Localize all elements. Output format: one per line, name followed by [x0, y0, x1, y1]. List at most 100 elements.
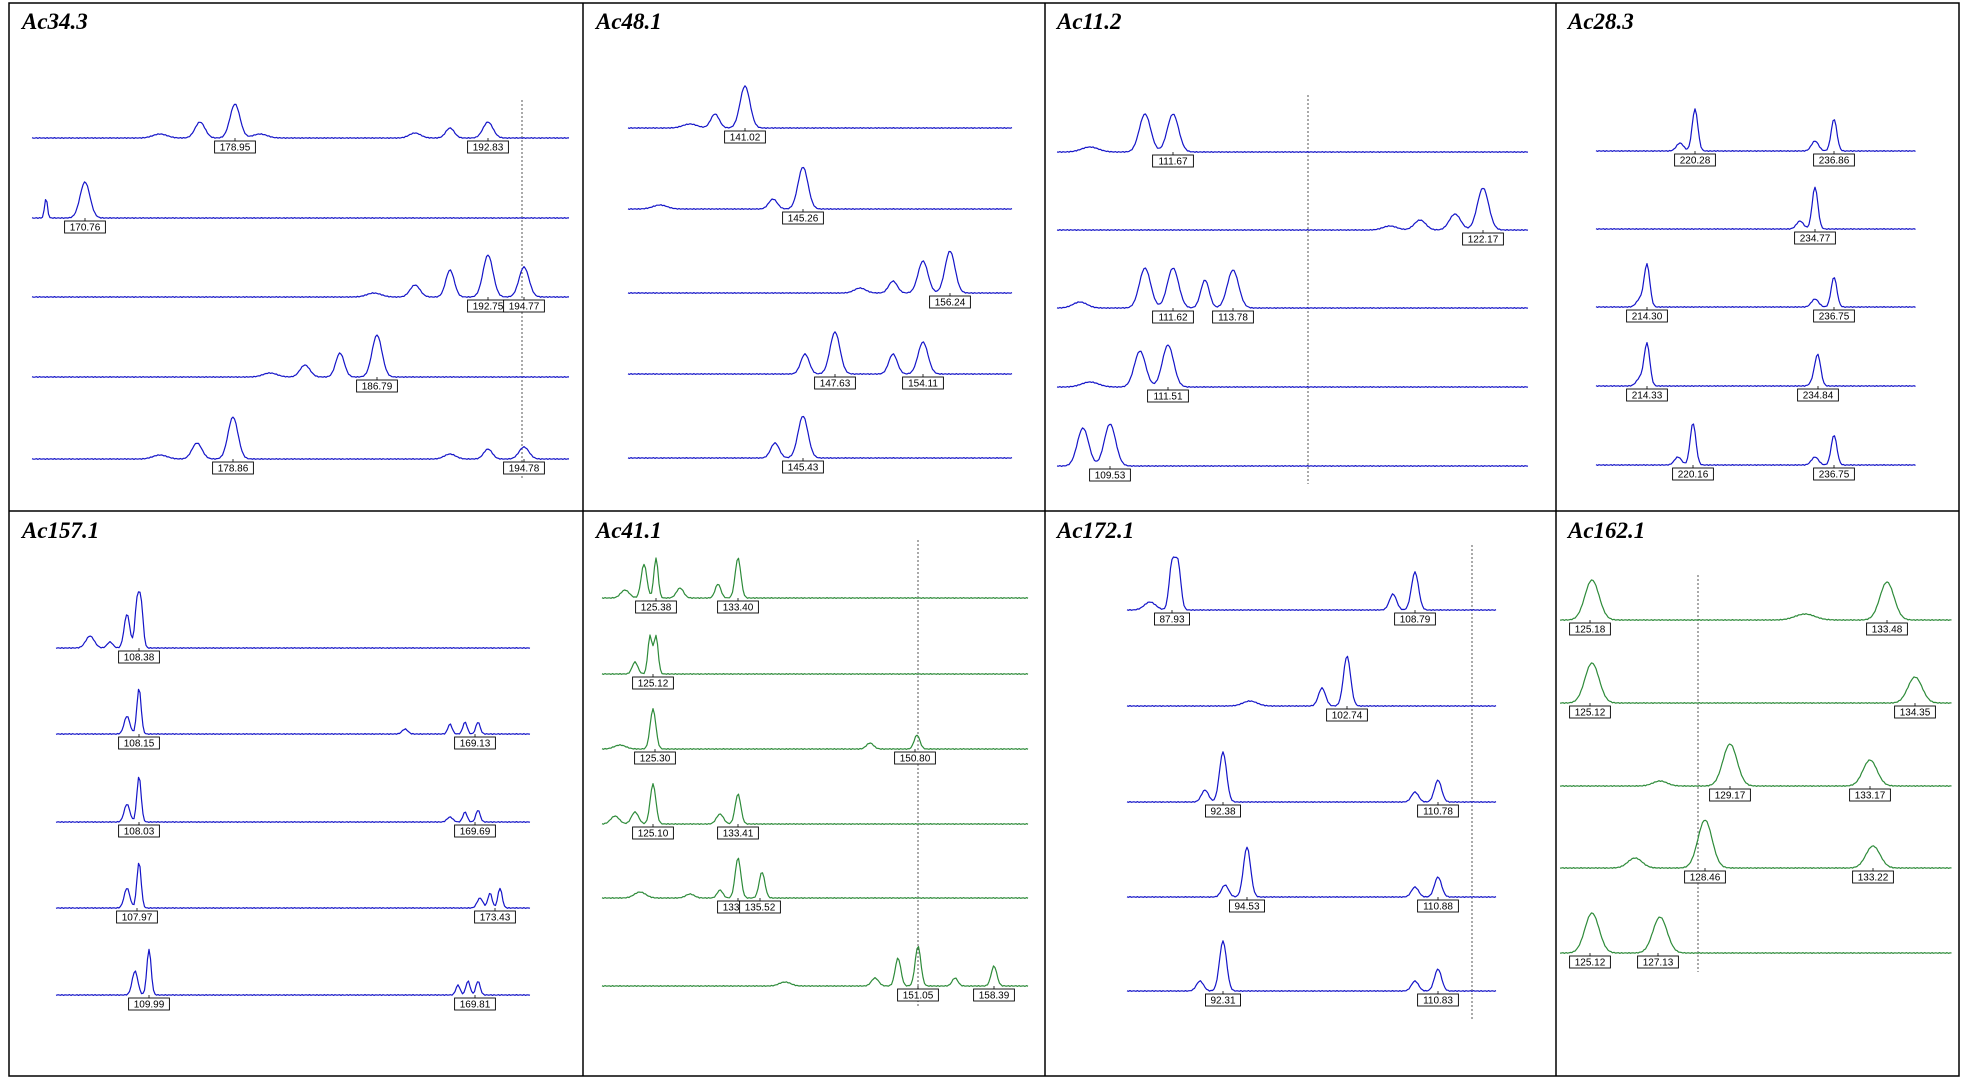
peak-label: 170.76 [70, 223, 101, 234]
peak-label: 145.43 [788, 463, 819, 474]
peak-label-box [1152, 154, 1194, 168]
trace: 94.53 110.88 [1126, 846, 1497, 913]
peak-label-box [1684, 870, 1726, 884]
peak-label: 87.93 [1159, 615, 1184, 626]
peak-label: 158.39 [979, 991, 1010, 1002]
trace-line [601, 634, 1029, 675]
trace: 108.03 169.69 [55, 776, 531, 838]
peak-label-box [632, 826, 674, 840]
peak-label: 220.16 [1678, 470, 1709, 481]
trace: 92.38 110.78 [1126, 751, 1497, 818]
trace: 141.02 [627, 85, 1013, 144]
panel-title: Ac11.2 [1055, 9, 1122, 34]
trace-line [1056, 113, 1529, 153]
trace-line [55, 948, 531, 996]
peak-label-box [814, 376, 856, 390]
panel-title: Ac157.1 [20, 518, 99, 543]
peak-label-box [212, 461, 254, 475]
peak-label: 125.12 [638, 679, 669, 690]
peak-label: 102.74 [1332, 711, 1363, 722]
peak-label: 113.78 [1218, 313, 1248, 324]
trace-line [1595, 108, 1916, 152]
trace-line [1126, 556, 1497, 611]
peak-label-box [1229, 899, 1265, 913]
trace: 145.43 [627, 415, 1013, 474]
peak-label: 109.53 [1095, 471, 1126, 482]
trace-line [1056, 344, 1529, 388]
peak-label-box [1626, 309, 1668, 323]
trace: 109.53 [1056, 423, 1529, 482]
trace-line [1559, 819, 1952, 869]
peak-label: 133.40 [723, 603, 754, 614]
panel-ac162-1: Ac162.1 125.18 133.48 125.12 134.35 129.17 133… [1559, 518, 1952, 972]
peak-label: 111.51 [1153, 392, 1183, 403]
trace: 129.17 133.17 [1559, 743, 1952, 802]
peak-label: 169.69 [460, 827, 491, 838]
trace: 92.31 110.83 [1126, 940, 1497, 1007]
trace: 214.30 236.75 [1595, 263, 1916, 323]
trace: 125.38 133.40 [601, 557, 1029, 614]
peak-label: 92.31 [1210, 996, 1235, 1007]
trace-line [1126, 940, 1497, 992]
peak-label: 125.10 [638, 829, 669, 840]
trace-line [31, 334, 569, 378]
panel-title: Ac28.3 [1566, 9, 1634, 34]
peak-label-box [1154, 612, 1190, 626]
trace-line [1126, 655, 1497, 707]
peak-label-box [973, 988, 1015, 1002]
peak-label: 125.12 [1575, 958, 1606, 969]
peak-label: 141.02 [730, 133, 761, 144]
peak-label: 154.11 [908, 379, 938, 390]
peak-label-box [118, 650, 160, 664]
peak-label-box [1849, 788, 1891, 802]
peak-label-box [632, 676, 674, 690]
trace: 234.77 [1595, 186, 1916, 245]
peak-label-box [1417, 804, 1459, 818]
trace: 128.46 133.22 [1559, 819, 1952, 884]
peak-label-box [739, 900, 781, 914]
trace: 107.97 173.43 [55, 862, 531, 924]
trace: 111.62 113.78 [1056, 267, 1529, 324]
peak-label-box [64, 220, 106, 234]
trace: 147.63 154.11 [627, 331, 1013, 390]
trace-line [1595, 423, 1916, 466]
trace-line [55, 862, 531, 909]
peak-label-box [1852, 870, 1894, 884]
trace-line [1595, 186, 1916, 230]
peak-label: 127.13 [1643, 958, 1674, 969]
peak-label: 135.52 [745, 903, 776, 914]
panel-ac48-1: Ac48.1 141.02 145.26 156.24 147.63 154.11 145.… [594, 9, 1013, 474]
peak-label: 133.48 [1872, 625, 1903, 636]
peak-label-box [717, 600, 759, 614]
peak-label: 125.12 [1575, 708, 1606, 719]
peak-label: 156.24 [935, 298, 966, 309]
trace: 111.67 [1056, 113, 1529, 168]
peak-label: 214.33 [1632, 391, 1663, 402]
peak-label: 122.17 [1468, 235, 1499, 246]
peak-label: 236.75 [1819, 470, 1850, 481]
trace-line [627, 85, 1013, 129]
peak-label: 129.17 [1715, 791, 1746, 802]
peak-label-box [1417, 899, 1459, 913]
panels-layer: Ac34.3 178.95 192.83 170.76 192.75 194.77 186.… [20, 9, 1952, 1020]
peak-label: 173.43 [480, 913, 511, 924]
trace-line [55, 776, 531, 823]
trace: 170.76 [31, 181, 569, 234]
peak-label: 128.46 [1690, 873, 1721, 884]
trace-line [1126, 751, 1497, 803]
outer-border [8, 2, 1960, 1077]
peak-label-box [929, 295, 971, 309]
peak-label: 169.13 [460, 739, 491, 750]
peak-label-box [717, 826, 759, 840]
peak-label: 133.22 [1858, 873, 1889, 884]
trace-line [55, 688, 531, 735]
trace-line [31, 103, 569, 139]
peak-label: 234.84 [1803, 391, 1834, 402]
trace-line [627, 250, 1013, 294]
trace: 145.26 [627, 166, 1013, 225]
peak-label: 133.17 [1855, 791, 1886, 802]
trace: 125.12 134.35 [1559, 662, 1952, 719]
